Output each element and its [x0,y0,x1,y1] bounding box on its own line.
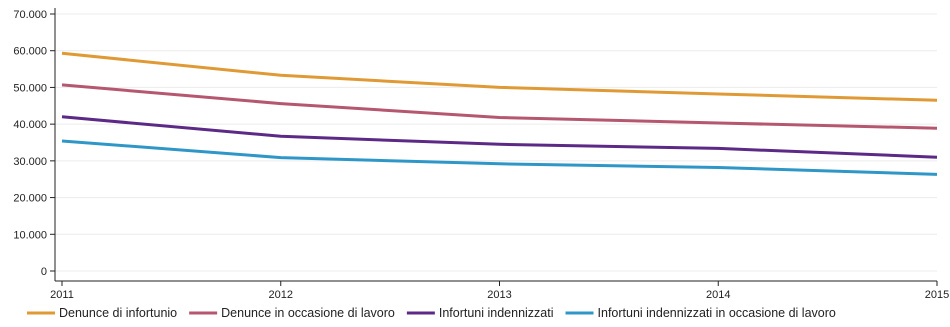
series-line-denunce-in-occasione-di-lavoro [61,83,938,130]
x-tick-label-2014: 2014 [706,289,730,301]
x-tick-label-2011: 2011 [50,289,74,301]
legend-label-infortuni-indennizzati-in-occasione-di-lavoro: Infortuni indennizzati in occasione di l… [598,306,836,320]
y-tick-label-70000: 70.000 [13,9,47,21]
legend: Denunce di infortunio Denunce in occasion… [27,306,836,320]
y-tick-label-20000: 20.000 [13,193,47,205]
legend-item-denunce-di-infortunio: Denunce di infortunio [27,306,177,320]
series-line-denunce-di-infortunio [61,51,938,102]
y-tick-label-50000: 50.000 [13,82,47,94]
y-tick-label-10000: 10.000 [13,229,47,241]
gridlines [55,13,937,272]
legend-label-infortuni-indennizzati: Infortuni indennizzati [439,306,554,320]
series-lines [61,51,938,176]
legend-label-denunce-in-occasione-di-lavoro: Denunce in occasione di lavoro [221,306,395,320]
x-tick-label-2015: 2015 [925,289,949,301]
legend-item-denunce-in-occasione-di-lavoro: Denunce in occasione di lavoro [189,306,395,320]
y-tick-label-0: 0 [41,266,47,278]
legend-item-infortuni-indennizzati-in-occasione-di-lavoro: Infortuni indennizzati in occasione di l… [565,306,836,320]
y-tick-label-60000: 60.000 [13,46,47,58]
x-tick-label-2012: 2012 [269,289,293,301]
y-axis: 0 10.000 20.000 30.000 40.000 50.000 60.000 70.… [13,8,56,281]
x-tick-label-2013: 2013 [487,289,511,301]
y-tick-label-40000: 40.000 [13,119,47,131]
x-axis: 2011 2012 2013 2014 2015 [50,280,949,301]
legend-item-infortuni-indennizzati: Infortuni indennizzati [406,306,554,320]
y-tick-label-30000: 30.000 [13,156,47,168]
legend-label-denunce-di-infortunio: Denunce di infortunio [59,306,177,320]
series-line-infortuni-indennizzati-in-occasione-di-lavoro [61,139,938,176]
series-line-infortuni-indennizzati [61,115,938,159]
